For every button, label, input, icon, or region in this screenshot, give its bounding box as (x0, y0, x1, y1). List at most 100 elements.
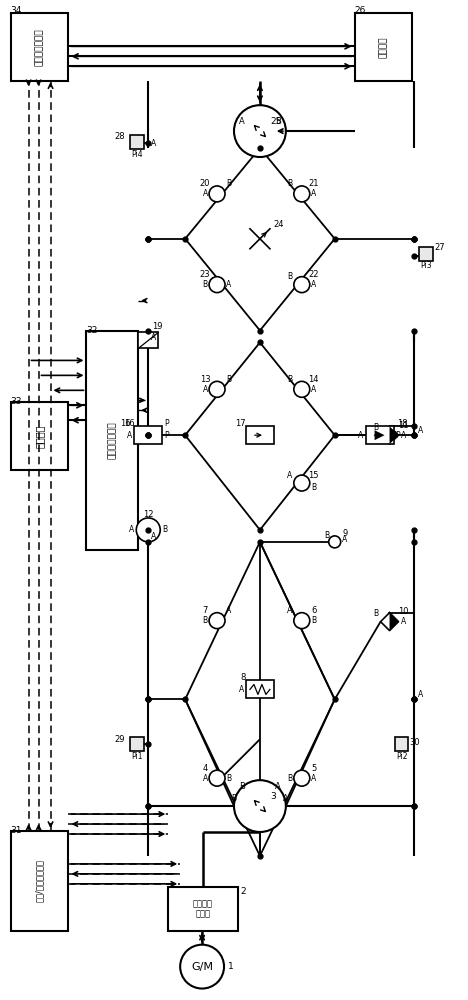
Text: 33: 33 (11, 397, 22, 406)
Text: B: B (275, 117, 281, 126)
Text: 6: 6 (311, 606, 316, 615)
Circle shape (234, 105, 286, 157)
Bar (87, 331, 138, 550)
Text: 20: 20 (200, 179, 210, 188)
Text: B: B (227, 774, 232, 783)
Bar (138, 332, 158, 348)
Text: B: B (287, 774, 292, 783)
Text: 18: 18 (397, 419, 408, 428)
Text: A: A (239, 685, 244, 694)
Circle shape (209, 770, 225, 786)
Bar (366, 426, 394, 444)
Text: 2: 2 (240, 887, 246, 896)
Text: 转矩转速
传感器: 转矩转速 传感器 (193, 899, 213, 918)
Circle shape (209, 613, 225, 629)
Bar (11, 831, 68, 931)
Text: 34: 34 (11, 6, 22, 15)
Text: A: A (287, 606, 292, 615)
Text: P: P (395, 431, 400, 440)
Text: B: B (287, 272, 292, 281)
Text: 31: 31 (11, 826, 22, 835)
Circle shape (209, 186, 225, 202)
Text: Pi4: Pi4 (132, 150, 143, 159)
Text: P: P (164, 431, 169, 440)
Text: 19: 19 (152, 322, 163, 331)
Text: 1: 1 (228, 962, 234, 971)
Circle shape (209, 381, 225, 397)
Text: B: B (373, 423, 378, 432)
Bar (246, 426, 274, 444)
Text: A: A (358, 431, 364, 440)
Text: A: A (311, 280, 316, 289)
Circle shape (294, 277, 310, 293)
Text: A: A (311, 774, 316, 783)
Text: 15: 15 (308, 471, 319, 480)
Text: B: B (287, 179, 292, 188)
Text: 动力模块: 动力模块 (35, 424, 44, 448)
Bar (130, 737, 144, 751)
Text: 16: 16 (120, 419, 130, 428)
Text: Pi2: Pi2 (396, 752, 407, 761)
Text: A: A (275, 782, 281, 791)
Text: A: A (401, 617, 406, 626)
Circle shape (294, 381, 310, 397)
Text: 16: 16 (124, 419, 134, 428)
Text: A: A (417, 426, 423, 435)
Text: A: A (151, 532, 156, 541)
Text: 24: 24 (274, 220, 285, 229)
Text: A: A (127, 431, 132, 440)
Text: 14: 14 (308, 375, 319, 384)
Text: B: B (311, 483, 316, 492)
Bar (355, 13, 412, 81)
Circle shape (209, 277, 225, 293)
Text: 测功系统控制器: 测功系统控制器 (35, 29, 44, 66)
Text: B: B (311, 616, 316, 625)
Text: 28: 28 (115, 132, 125, 141)
Text: P: P (164, 419, 169, 428)
Text: Pi1: Pi1 (132, 752, 143, 761)
Text: 30: 30 (410, 738, 420, 747)
Text: B: B (239, 782, 245, 791)
Text: A: A (151, 139, 156, 148)
Text: A: A (203, 774, 208, 783)
Bar (130, 135, 144, 149)
Bar (246, 680, 274, 698)
Text: 4: 4 (203, 764, 208, 773)
Text: B: B (203, 616, 208, 625)
Polygon shape (389, 613, 399, 631)
Polygon shape (374, 430, 385, 440)
Bar (11, 402, 68, 470)
Text: 26: 26 (355, 6, 366, 15)
Text: Pi3: Pi3 (421, 261, 432, 270)
Circle shape (180, 945, 224, 989)
Text: 32: 32 (87, 326, 98, 335)
Text: A: A (203, 189, 208, 198)
Bar (395, 737, 409, 751)
Text: 测功系统: 测功系统 (379, 37, 388, 58)
Circle shape (294, 186, 310, 202)
Text: A: A (151, 333, 156, 342)
Circle shape (234, 780, 286, 832)
Text: 电动/发电机控制器: 电动/发电机控制器 (35, 859, 44, 902)
Text: 12: 12 (143, 510, 154, 519)
Text: A: A (311, 189, 316, 198)
Text: B: B (203, 280, 208, 289)
Bar (134, 426, 162, 444)
Circle shape (329, 536, 341, 548)
Text: B: B (232, 794, 236, 803)
Text: B: B (287, 375, 292, 384)
Text: 8: 8 (241, 673, 246, 682)
Text: A: A (129, 525, 134, 534)
Text: A: A (342, 535, 347, 544)
Text: 7: 7 (202, 606, 208, 615)
Text: 27: 27 (434, 243, 445, 252)
Text: A: A (311, 385, 316, 394)
Bar (168, 887, 238, 931)
Text: G/M: G/M (191, 962, 213, 972)
Text: 测试系统控制器: 测试系统控制器 (108, 421, 117, 459)
Circle shape (294, 475, 310, 491)
Text: B: B (227, 179, 232, 188)
Text: A: A (287, 471, 292, 480)
Text: A: A (239, 117, 245, 126)
Text: 29: 29 (115, 735, 125, 744)
